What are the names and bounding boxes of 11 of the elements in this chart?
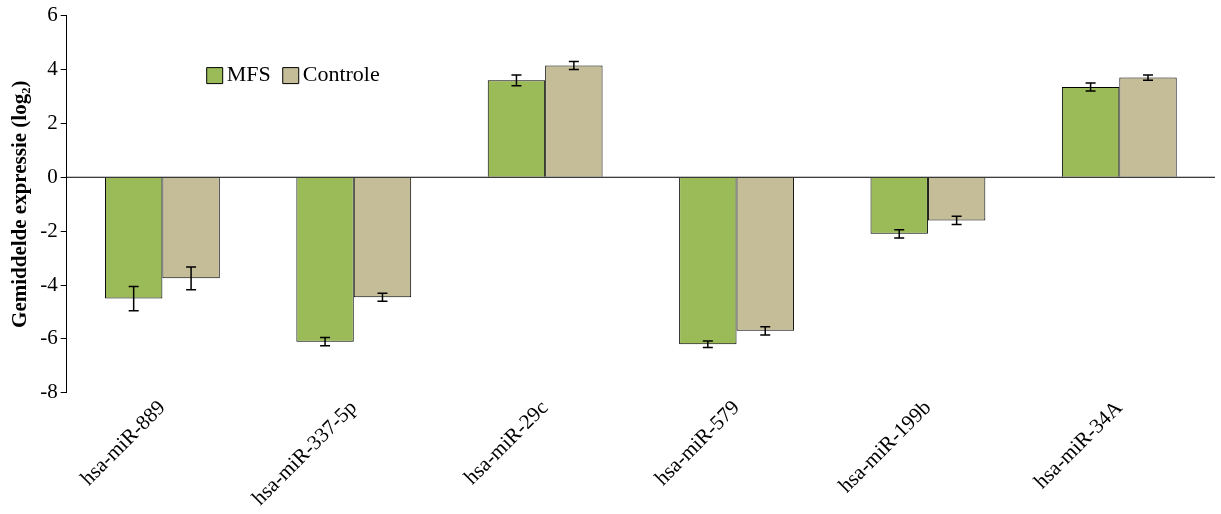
legend-label: MFS <box>226 61 271 87</box>
y-tick-label: -4 <box>40 271 59 296</box>
y-tick-label: -6 <box>40 325 58 350</box>
y-axis-title: Gemiddelde expressie (log₂) <box>7 80 32 328</box>
y-tick-label: -8 <box>40 379 58 404</box>
y-tick-label: -2 <box>40 217 58 242</box>
y-tick-label: 2 <box>47 109 58 134</box>
legend-label: Controle <box>302 61 380 87</box>
y-tick-label: 0 <box>47 163 58 188</box>
y-tick-label: 6 <box>47 2 58 27</box>
y-tick-label: 4 <box>47 56 59 81</box>
